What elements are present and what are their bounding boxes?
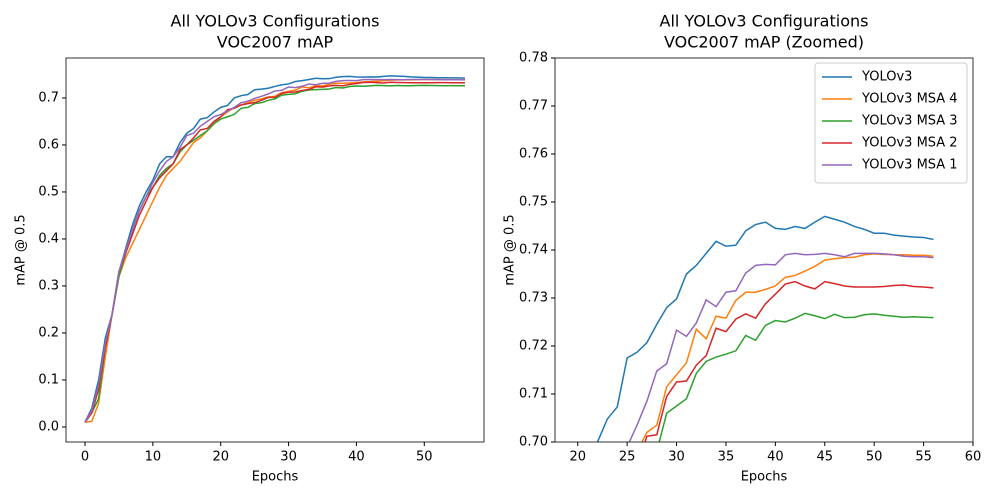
x-tick-label: 50 bbox=[866, 450, 883, 465]
x-tick-label: 30 bbox=[668, 450, 685, 465]
y-tick-label: 0.6 bbox=[38, 137, 59, 152]
y-axis-label: mAP @ 0.5 bbox=[14, 214, 29, 285]
legend-label: YOLOv3 MSA 4 bbox=[861, 92, 958, 107]
y-tick-label: 0.0 bbox=[38, 419, 59, 434]
x-axis-label: Epochs bbox=[252, 470, 299, 485]
x-tick-label: 30 bbox=[280, 450, 297, 465]
x-tick-label: 10 bbox=[145, 450, 162, 465]
y-tick-label: 0.72 bbox=[519, 339, 548, 354]
axes-frame bbox=[65, 57, 485, 443]
x-tick-label: 40 bbox=[767, 450, 784, 465]
series-line bbox=[596, 215, 934, 442]
x-tick-label: 0 bbox=[81, 450, 89, 465]
series-line bbox=[84, 81, 466, 423]
x-tick-label: 20 bbox=[569, 450, 586, 465]
series-line bbox=[84, 78, 466, 424]
y-tick-label: 0.70 bbox=[519, 435, 548, 450]
chart-title: All YOLOv3 Configurations bbox=[171, 12, 380, 31]
y-tick-label: 0.77 bbox=[519, 99, 548, 114]
x-axis-label: Epochs bbox=[741, 470, 788, 485]
y-tick-label: 0.4 bbox=[38, 231, 59, 246]
y-tick-label: 0.75 bbox=[519, 195, 548, 210]
y-tick-label: 0.5 bbox=[38, 184, 59, 199]
x-tick-label: 35 bbox=[718, 450, 735, 465]
x-tick-label: 20 bbox=[212, 450, 229, 465]
x-tick-label: 40 bbox=[348, 450, 365, 465]
series-line bbox=[628, 252, 934, 442]
y-tick-label: 0.73 bbox=[519, 291, 548, 306]
x-tick-label: 55 bbox=[915, 450, 932, 465]
x-tick-label: 25 bbox=[619, 450, 636, 465]
y-tick-label: 0.76 bbox=[519, 147, 548, 162]
y-tick-label: 0.74 bbox=[519, 243, 548, 258]
y-tick-label: 0.7 bbox=[38, 90, 59, 105]
legend-label: YOLOv3 MSA 3 bbox=[861, 114, 958, 129]
series-line bbox=[84, 75, 466, 423]
y-tick-label: 0.71 bbox=[519, 387, 548, 402]
y-tick-label: 0.3 bbox=[38, 278, 59, 293]
y-tick-label: 0.2 bbox=[38, 325, 59, 340]
x-tick-label: 60 bbox=[965, 450, 982, 465]
legend-box bbox=[814, 62, 968, 184]
y-tick-label: 0.1 bbox=[38, 372, 59, 387]
series-line bbox=[84, 84, 466, 423]
series-line bbox=[641, 253, 934, 442]
chart-subtitle: VOC2007 mAP (Zoomed) bbox=[664, 33, 864, 52]
series-line bbox=[84, 78, 466, 423]
axes-frame bbox=[554, 57, 974, 443]
y-tick-label: 0.78 bbox=[519, 51, 548, 66]
x-tick-label: 45 bbox=[816, 450, 833, 465]
y-axis-label: mAP @ 0.5 bbox=[503, 214, 518, 285]
x-tick-label: 50 bbox=[416, 450, 433, 465]
chart-title: All YOLOv3 Configurations bbox=[660, 12, 869, 31]
legend-label: YOLOv3 bbox=[861, 70, 912, 85]
legend-label: YOLOv3 MSA 1 bbox=[861, 158, 958, 173]
chart-subtitle: VOC2007 mAP bbox=[217, 33, 334, 52]
series-line bbox=[658, 312, 934, 442]
legend-label: YOLOv3 MSA 2 bbox=[861, 136, 958, 151]
series-line bbox=[644, 280, 934, 442]
